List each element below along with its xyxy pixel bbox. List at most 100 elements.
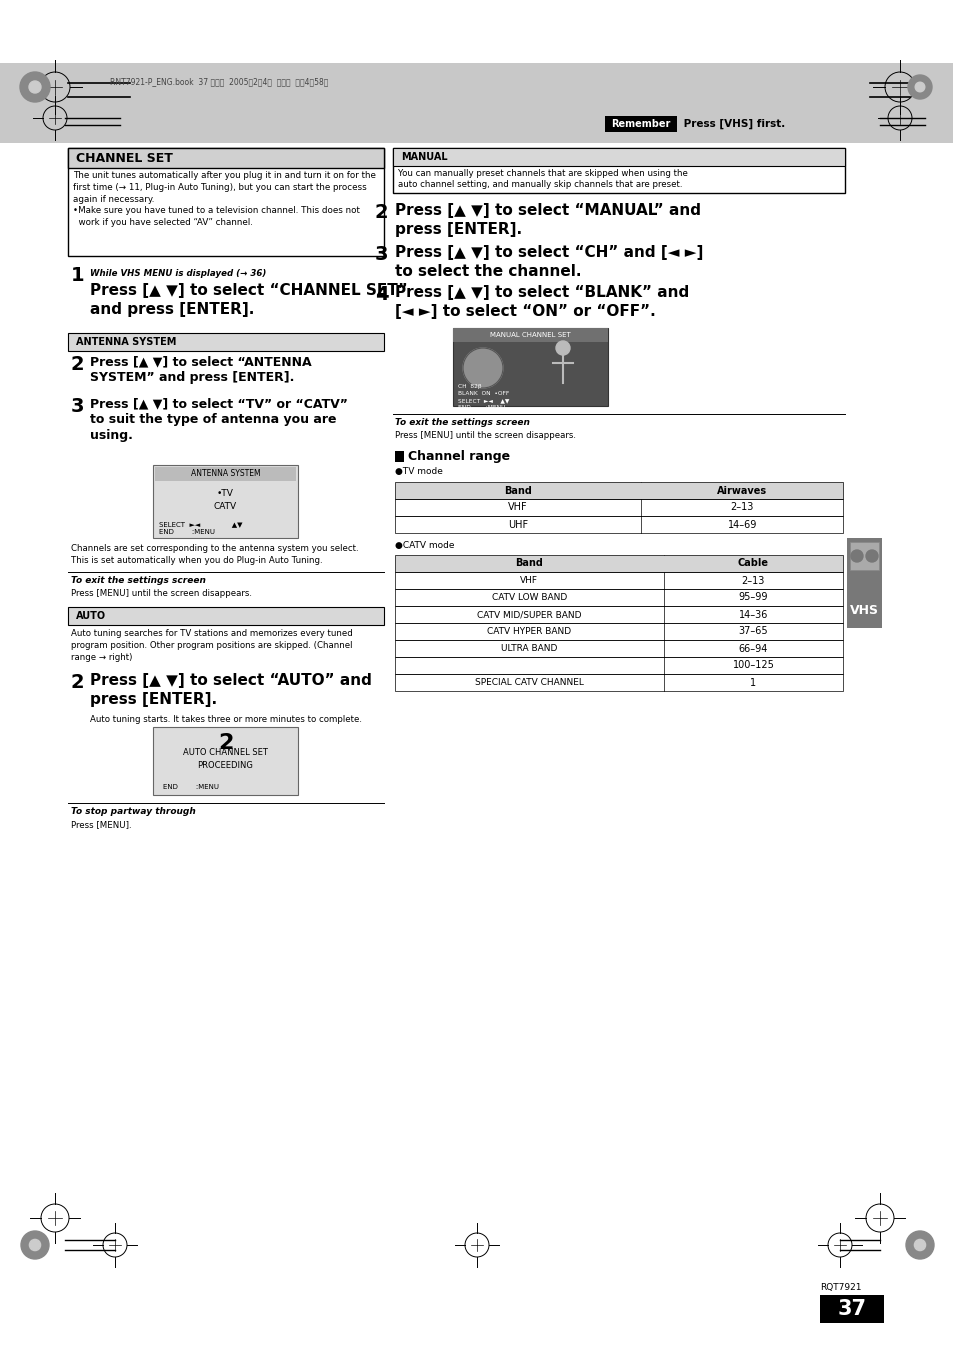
Bar	[68, 332, 384, 351]
Bar	[395, 623, 842, 640]
Text: Band: Band	[504, 485, 532, 496]
Text: ANTENNA SYSTEM: ANTENNA SYSTEM	[76, 336, 176, 347]
Text: 14–69: 14–69	[727, 520, 756, 530]
Text: MANUAL: MANUAL	[400, 153, 447, 162]
Text: To exit the settings screen: To exit the settings screen	[395, 417, 529, 427]
Circle shape	[905, 1231, 933, 1259]
Bar	[395, 657, 842, 674]
Text: To exit the settings screen: To exit the settings screen	[71, 576, 206, 585]
Text: 1: 1	[71, 266, 85, 285]
Bar	[395, 607, 842, 623]
Text: •TV
CATV: •TV CATV	[213, 489, 236, 511]
Text: SELECT  ►◄              ▲▼
END        :MENU: SELECT ►◄ ▲▼ END :MENU	[159, 521, 242, 535]
Text: 37: 37	[837, 1300, 865, 1319]
Bar	[152, 465, 297, 538]
Circle shape	[20, 72, 50, 101]
Bar	[395, 482, 842, 499]
Bar	[395, 516, 842, 534]
Bar	[68, 149, 384, 168]
Text: END        :MENU: END :MENU	[163, 784, 219, 790]
Text: Press [▲ ▼] to select “ANTENNA
SYSTEM” and press [ENTER].: Press [▲ ▼] to select “ANTENNA SYSTEM” a…	[90, 355, 312, 384]
Text: 3: 3	[71, 397, 85, 416]
Text: VHS: VHS	[849, 604, 878, 616]
Bar	[820, 1296, 883, 1323]
Text: ULTRA BAND: ULTRA BAND	[500, 644, 557, 653]
Bar	[395, 555, 842, 571]
Text: CATV MID/SUPER BAND: CATV MID/SUPER BAND	[476, 611, 581, 619]
Text: Press [▲ ▼] to select “AUTO” and
press [ENTER].: Press [▲ ▼] to select “AUTO” and press […	[90, 673, 372, 707]
Circle shape	[556, 340, 569, 355]
Text: Press [MENU].: Press [MENU].	[71, 820, 132, 830]
Bar	[395, 571, 842, 589]
Bar	[395, 640, 842, 657]
Text: Press [▲ ▼] to select “MANUAL” and
press [ENTER].: Press [▲ ▼] to select “MANUAL” and press…	[395, 203, 700, 236]
Text: 2: 2	[217, 734, 233, 753]
Text: 2–13: 2–13	[740, 576, 764, 585]
Text: CH  82β
BLANK  ON  •OFF
SELECT  ►◄    ▲▼
END        :MENU: CH 82β BLANK ON •OFF SELECT ►◄ ▲▼ END :M…	[457, 384, 509, 409]
Text: The unit tunes automatically after you plug it in and turn it on for the
first t: The unit tunes automatically after you p…	[73, 172, 375, 227]
Text: RNT7921-P_ENG.book  37 ページ  2005年2月4日  金曜日  午後4時58分: RNT7921-P_ENG.book 37 ページ 2005年2月4日 金曜日 …	[110, 77, 328, 86]
Text: 95–99: 95–99	[738, 593, 767, 603]
Circle shape	[914, 82, 923, 92]
Text: 2: 2	[71, 673, 85, 692]
Bar	[68, 607, 384, 626]
Text: VHF: VHF	[519, 576, 537, 585]
Circle shape	[29, 81, 41, 93]
Bar	[395, 674, 842, 690]
Text: SPECIAL CATV CHANNEL: SPECIAL CATV CHANNEL	[475, 678, 583, 688]
Text: Press [MENU] until the screen disappears.: Press [MENU] until the screen disappears…	[395, 431, 576, 440]
Text: MANUAL CHANNEL SET: MANUAL CHANNEL SET	[490, 332, 570, 338]
Text: Band: Band	[515, 558, 543, 569]
Circle shape	[21, 1231, 49, 1259]
Circle shape	[913, 1239, 924, 1251]
Bar	[152, 727, 297, 794]
Text: 66–94: 66–94	[738, 643, 767, 654]
Bar	[393, 149, 844, 193]
Text: 37–65: 37–65	[738, 627, 767, 636]
Text: CATV HYPER BAND: CATV HYPER BAND	[487, 627, 571, 636]
Text: AUTO: AUTO	[76, 611, 106, 621]
Bar	[453, 328, 607, 342]
Text: VHF: VHF	[508, 503, 527, 512]
Text: 14–36: 14–36	[738, 609, 767, 620]
Text: 2: 2	[375, 203, 388, 222]
Text: 4: 4	[375, 285, 388, 304]
Text: UHF: UHF	[508, 520, 528, 530]
Bar	[393, 149, 844, 166]
Text: 1: 1	[750, 677, 756, 688]
Text: RQT7921: RQT7921	[820, 1283, 861, 1292]
Text: Press [▲ ▼] to select “CHANNEL SET”
and press [ENTER].: Press [▲ ▼] to select “CHANNEL SET” and …	[90, 282, 407, 316]
Circle shape	[865, 550, 877, 562]
Bar	[68, 149, 384, 255]
Text: While VHS MENU is displayed (→ 36): While VHS MENU is displayed (→ 36)	[90, 269, 266, 278]
Bar	[604, 116, 677, 132]
Bar	[453, 328, 607, 407]
Circle shape	[30, 1239, 41, 1251]
Circle shape	[462, 349, 502, 388]
Text: Cable: Cable	[737, 558, 768, 569]
Bar	[849, 542, 878, 570]
Text: CATV LOW BAND: CATV LOW BAND	[491, 593, 566, 603]
Text: Auto tuning searches for TV stations and memorizes every tuned
program position.: Auto tuning searches for TV stations and…	[71, 630, 353, 662]
Text: Channel range: Channel range	[408, 450, 510, 463]
Text: Remember: Remember	[611, 119, 670, 128]
Text: Press [▲ ▼] to select “BLANK” and
[◄ ►] to select “ON” or “OFF”.: Press [▲ ▼] to select “BLANK” and [◄ ►] …	[395, 285, 688, 319]
Text: 3: 3	[375, 245, 388, 263]
Text: To stop partway through: To stop partway through	[71, 807, 195, 816]
Bar	[0, 63, 953, 143]
Bar	[154, 467, 295, 481]
Text: Auto tuning starts. It takes three or more minutes to complete.: Auto tuning starts. It takes three or mo…	[90, 715, 361, 724]
Text: Press [▲ ▼] to select “CH” and [◄ ►]
to select the channel.: Press [▲ ▼] to select “CH” and [◄ ►] to …	[395, 245, 702, 278]
Text: 100–125: 100–125	[732, 661, 774, 670]
Text: Airwaves: Airwaves	[717, 485, 766, 496]
Bar	[846, 538, 882, 628]
Bar	[395, 499, 842, 516]
Text: Press [VHS] first.: Press [VHS] first.	[679, 119, 784, 130]
Circle shape	[850, 550, 862, 562]
Text: ANTENNA SYSTEM: ANTENNA SYSTEM	[191, 470, 260, 478]
Text: Press [▲ ▼] to select “TV” or “CATV”
to suit the type of antenna you are
using.: Press [▲ ▼] to select “TV” or “CATV” to …	[90, 397, 348, 442]
Text: AUTO CHANNEL SET
PROCEEDING: AUTO CHANNEL SET PROCEEDING	[183, 748, 268, 770]
Text: ●TV mode: ●TV mode	[395, 467, 442, 476]
Circle shape	[907, 76, 931, 99]
Text: 2: 2	[71, 355, 85, 374]
